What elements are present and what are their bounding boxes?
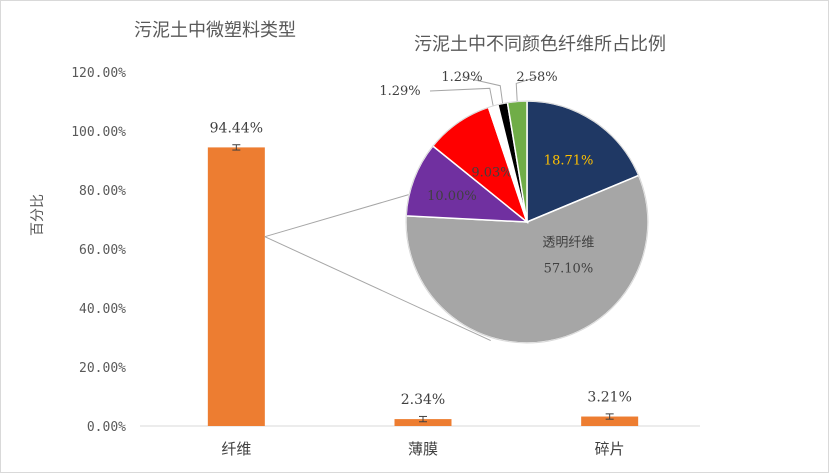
error-bar [232,144,241,151]
leader-line [461,76,504,104]
pie-outline [405,100,649,344]
bar-data-label: 94.44% [210,120,263,136]
bar [207,147,265,427]
y-tick-label: 40.00% [79,302,126,317]
x-category-label: 薄膜 [408,440,438,458]
pie-slice-label: 10.00% [427,189,477,204]
error-bar [605,413,614,420]
pie-slice-label: 1.29% [441,70,482,85]
leader-line [515,76,538,102]
bar-chart-title: 污泥土中微塑料类型 [134,20,296,41]
y-tick-label: 20.00% [79,361,126,376]
y-tick-label: 80.00% [79,184,126,199]
pie-chart-title: 污泥土中不同颜色纤维所占比例 [414,34,666,55]
pie-slice-label: 57.10% [544,262,594,277]
connector-line [264,193,411,238]
y-tick-label: 0.00% [87,420,126,435]
bar-data-label: 2.34% [401,392,445,408]
pie-slice-name: 透明纤维 [542,236,594,251]
connector-line [264,236,491,342]
pie-slice-label: 1.29% [379,84,420,99]
y-tick-label: 60.00% [79,243,126,258]
leader-line [429,87,494,106]
bar [394,419,452,426]
x-category-label: 碎片 [595,440,625,458]
error-bar [419,415,427,423]
pie-slice-label: 9.03% [471,165,512,180]
bar [581,416,639,426]
bar-data-label: 3.21% [587,390,631,406]
y-tick-label: 120.00% [71,66,126,81]
pie-slice-label: 2.58% [516,70,557,85]
y-tick-label: 100.00% [71,125,126,140]
x-category-label: 纤维 [221,440,251,458]
y-axis-label: 百分比 [30,194,46,236]
pie-slice-label: 18.71% [544,154,594,169]
